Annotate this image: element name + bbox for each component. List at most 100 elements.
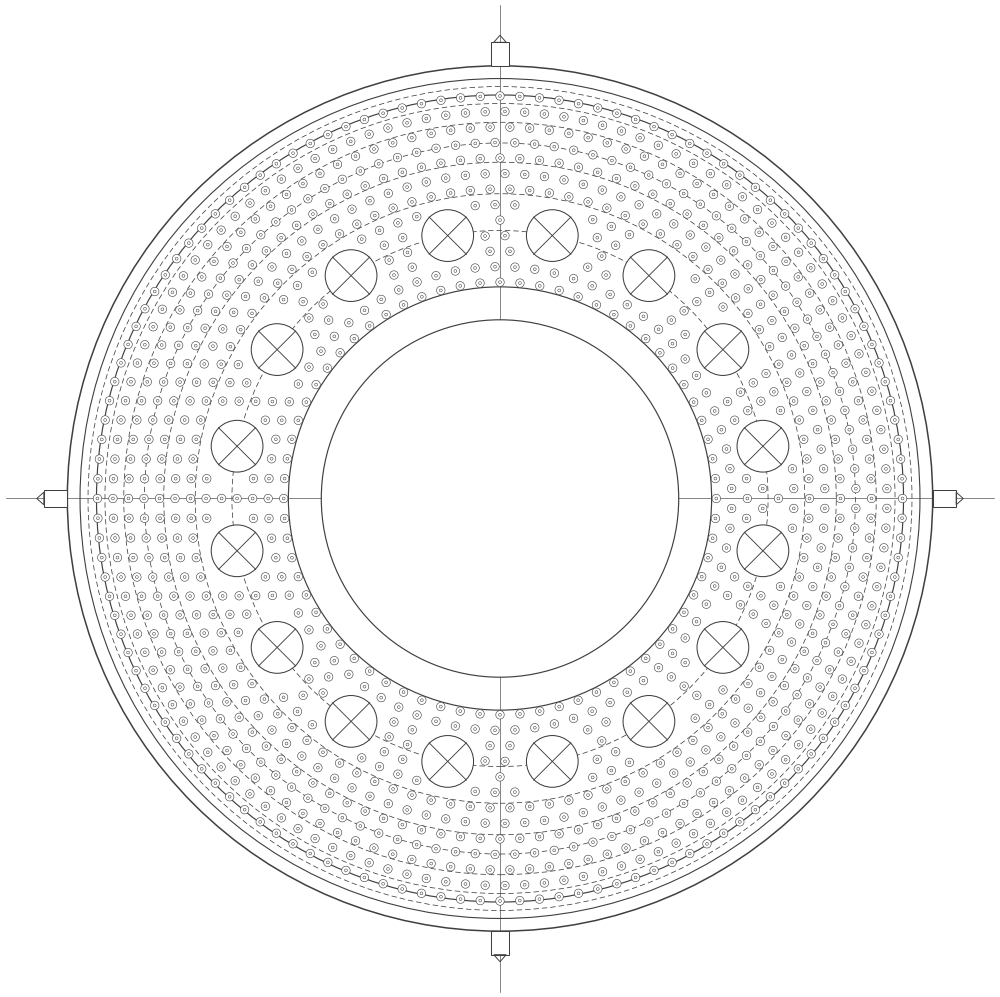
Circle shape [598,121,607,130]
Circle shape [345,318,353,327]
Circle shape [704,724,712,732]
Circle shape [702,600,711,608]
Circle shape [774,495,783,502]
Circle shape [639,312,648,321]
Circle shape [309,779,317,788]
Circle shape [417,889,426,897]
Circle shape [602,271,610,279]
Circle shape [342,123,350,131]
Circle shape [427,130,435,138]
Circle shape [393,154,402,162]
Circle shape [722,445,731,454]
Circle shape [788,524,797,532]
Circle shape [149,322,157,331]
Circle shape [471,201,479,209]
Circle shape [219,664,227,672]
Circle shape [265,514,273,522]
Circle shape [667,316,676,324]
Circle shape [305,675,313,683]
Circle shape [427,796,435,805]
Circle shape [173,455,182,464]
Circle shape [755,761,763,769]
Circle shape [681,355,689,363]
Circle shape [762,619,770,628]
Circle shape [180,416,189,424]
Circle shape [326,199,334,207]
Circle shape [189,533,197,542]
Circle shape [592,688,601,696]
Circle shape [795,416,804,425]
Circle shape [150,287,159,296]
Circle shape [427,192,435,201]
Circle shape [442,815,450,824]
Circle shape [654,142,663,150]
Circle shape [686,758,694,767]
Circle shape [437,702,445,711]
Circle shape [403,870,411,878]
Circle shape [456,157,465,165]
Circle shape [834,533,842,542]
Circle shape [755,663,764,672]
Circle shape [783,610,791,619]
Circle shape [683,779,691,788]
Circle shape [631,116,640,124]
Circle shape [351,152,360,161]
Circle shape [894,436,902,444]
Circle shape [550,846,558,854]
Circle shape [229,259,237,267]
Circle shape [868,387,876,396]
Circle shape [141,648,149,657]
Circle shape [769,242,777,250]
Circle shape [791,665,799,673]
Circle shape [765,342,774,351]
Circle shape [456,832,465,840]
Circle shape [574,100,583,108]
Circle shape [852,504,860,512]
Circle shape [642,334,650,343]
Circle shape [535,895,544,903]
Circle shape [588,707,596,716]
Circle shape [579,809,588,817]
Circle shape [272,217,280,226]
Circle shape [389,203,397,212]
Circle shape [681,634,689,642]
Circle shape [612,174,621,182]
Circle shape [686,140,694,148]
Circle shape [476,92,484,101]
Circle shape [486,742,494,750]
Circle shape [155,495,164,502]
Circle shape [294,609,303,617]
Circle shape [769,266,778,275]
Circle shape [520,108,529,117]
Circle shape [442,877,450,886]
Circle shape [241,292,250,301]
Circle shape [818,280,826,288]
Circle shape [603,850,611,858]
Circle shape [234,360,243,369]
Circle shape [511,263,519,271]
Circle shape [217,226,225,234]
Circle shape [266,202,275,210]
Circle shape [202,592,211,600]
Circle shape [699,221,708,229]
Circle shape [744,309,752,318]
Circle shape [606,290,614,299]
Circle shape [248,260,257,269]
Circle shape [319,300,327,308]
Circle shape [172,254,181,263]
Circle shape [185,239,193,247]
Circle shape [218,591,227,600]
Circle shape [111,455,119,464]
Circle shape [422,811,431,820]
Circle shape [598,252,606,260]
Circle shape [456,94,465,102]
Circle shape [813,563,822,571]
Circle shape [808,629,817,638]
Bar [491,42,509,66]
Circle shape [555,892,563,901]
Circle shape [496,278,504,286]
Circle shape [248,728,257,737]
Circle shape [171,475,180,483]
Circle shape [398,755,407,764]
Circle shape [491,262,499,271]
